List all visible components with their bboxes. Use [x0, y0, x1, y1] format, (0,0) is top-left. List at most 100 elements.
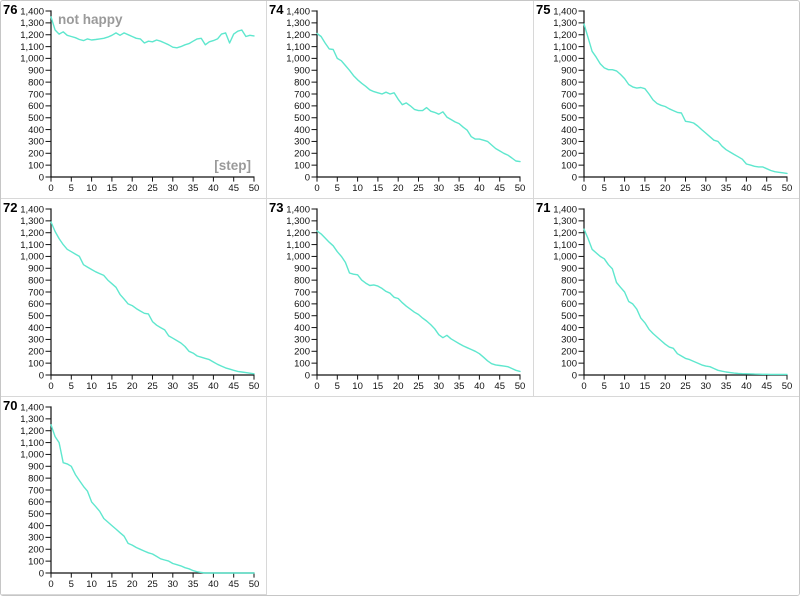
y-tick-label: 100 [294, 160, 310, 171]
x-tick-label: 10 [352, 381, 363, 392]
y-tick-label: 300 [28, 335, 44, 346]
plot-svg: 01002003004005006007008009001,0001,1001,… [536, 2, 793, 194]
x-tick-label: 10 [619, 183, 630, 194]
y-tick-label: 0 [39, 568, 44, 579]
x-tick-label: 30 [434, 183, 445, 194]
y-tick-label: 800 [561, 77, 577, 88]
y-tick-label: 300 [294, 335, 310, 346]
y-tick-label: 500 [294, 113, 310, 124]
y-tick-label: 1,300 [20, 216, 44, 227]
x-tick-label: 25 [147, 183, 158, 194]
y-tick-label: 800 [561, 275, 577, 286]
y-tick-label: 1,000 [286, 54, 310, 65]
x-tick-label: 30 [701, 381, 712, 392]
y-tick-label: 400 [28, 125, 44, 136]
y-tick-label: 0 [305, 172, 310, 183]
x-tick-label: 45 [494, 381, 505, 392]
x-tick-label: 0 [581, 183, 586, 194]
chart-panel-75: 0 100 200 300 400 500 600 700 800 900 1,000 1,100 1,… [534, 1, 799, 199]
y-tick-label: 800 [28, 473, 44, 484]
y-tick-label: 700 [28, 485, 44, 496]
x-tick-label: 30 [168, 579, 179, 590]
y-tick-label: 300 [294, 137, 310, 148]
y-tick-label: 900 [28, 264, 44, 275]
y-tick-label: 800 [294, 77, 310, 88]
plot-svg: 01002003004005006007008009001,0001,1001,… [269, 2, 525, 194]
y-tick-label: 1,100 [20, 42, 44, 53]
chart-number: 70 [3, 398, 17, 413]
y-tick-label: 1,000 [286, 252, 310, 263]
y-tick-label: 1,400 [286, 6, 310, 17]
x-tick-label: 0 [314, 183, 319, 194]
y-tick-label: 400 [294, 125, 310, 136]
x-tick-label: 50 [782, 381, 793, 392]
x-tick-label: 5 [335, 381, 340, 392]
y-tick-label: 200 [28, 347, 44, 358]
plot-svg: 01002003004005006007008009001,0001,1001,… [269, 200, 525, 392]
y-tick-label: 700 [561, 89, 577, 100]
x-tick-label: 5 [335, 183, 340, 194]
x-tick-label: 50 [782, 183, 793, 194]
x-tick-label: 0 [581, 381, 586, 392]
y-tick-label: 1,300 [286, 18, 310, 29]
x-tick-label: 30 [168, 381, 179, 392]
y-tick-label: 1,100 [553, 240, 577, 251]
x-tick-label: 15 [107, 183, 118, 194]
y-tick-label: 1,000 [20, 450, 44, 461]
y-tick-label: 1,200 [286, 30, 310, 41]
y-tick-label: 800 [294, 275, 310, 286]
y-tick-label: 1,100 [20, 240, 44, 251]
x-tick-label: 0 [48, 579, 53, 590]
x-tick-label: 20 [127, 183, 138, 194]
x-tick-label: 45 [228, 579, 239, 590]
y-tick-label: 900 [294, 66, 310, 77]
y-tick-label: 600 [28, 497, 44, 508]
x-tick-label: 0 [48, 381, 53, 392]
chart-panel-74: 0 100 200 300 400 500 600 700 800 900 1,000 1,100 1,… [267, 1, 534, 199]
y-tick-label: 600 [28, 299, 44, 310]
x-tick-label: 45 [228, 381, 239, 392]
y-tick-label: 500 [561, 113, 577, 124]
x-tick-label: 50 [249, 579, 260, 590]
x-tick-label: 50 [249, 183, 260, 194]
y-tick-label: 300 [561, 137, 577, 148]
x-tick-label: 5 [69, 381, 74, 392]
y-tick-label: 100 [294, 358, 310, 369]
y-tick-label: 700 [28, 287, 44, 298]
y-tick-label: 300 [28, 533, 44, 544]
x-tick-label: 40 [208, 579, 219, 590]
x-tick-label: 20 [393, 381, 404, 392]
y-tick-label: 100 [561, 160, 577, 171]
y-tick-label: 1,000 [20, 54, 44, 65]
y-tick-label: 1,100 [20, 438, 44, 449]
x-tick-label: 40 [208, 183, 219, 194]
plot-title: not happy [58, 12, 123, 27]
x-tick-label: 0 [314, 381, 319, 392]
data-line [316, 230, 521, 373]
chart-panel-76: 0 100 200 300 400 500 600 700 800 900 1,000 1,100 1,… [1, 1, 267, 199]
y-tick-label: 0 [572, 370, 577, 381]
data-line [50, 221, 255, 375]
y-tick-label: 300 [561, 335, 577, 346]
data-line [583, 228, 788, 376]
y-tick-label: 500 [561, 311, 577, 322]
chart-number: 74 [269, 2, 284, 17]
y-tick-label: 1,400 [20, 402, 44, 413]
y-tick-label: 500 [28, 113, 44, 124]
y-tick-label: 200 [294, 347, 310, 358]
y-tick-label: 900 [561, 264, 577, 275]
y-tick-label: 600 [561, 101, 577, 112]
y-tick-label: 800 [28, 275, 44, 286]
y-tick-label: 400 [28, 323, 44, 334]
x-tick-label: 10 [86, 381, 97, 392]
chart-number: 72 [3, 200, 17, 215]
x-tick-label: 40 [474, 381, 485, 392]
y-tick-label: 300 [28, 137, 44, 148]
x-tick-label: 35 [721, 183, 732, 194]
y-tick-label: 800 [28, 77, 44, 88]
x-tick-label: 35 [721, 381, 732, 392]
y-tick-label: 200 [561, 347, 577, 358]
chart-panel-72: 0 100 200 300 400 500 600 700 800 900 1,000 1,100 1,… [1, 199, 267, 397]
y-tick-label: 700 [561, 287, 577, 298]
data-line [583, 23, 788, 175]
